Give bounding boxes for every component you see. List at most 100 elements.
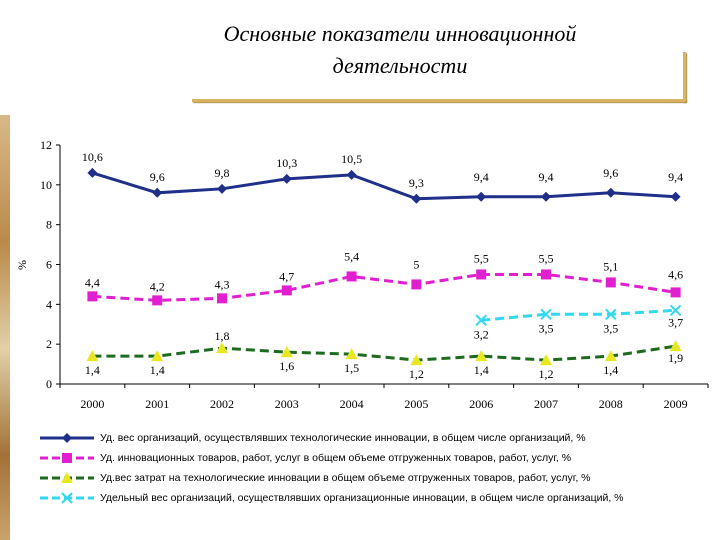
data-label: 9,6 [603,166,618,180]
square-marker [411,279,422,290]
decorative-side-strip [0,115,10,540]
square-marker [670,287,681,298]
square-marker [87,291,98,302]
triangle-marker [61,472,73,483]
data-label: 9,4 [539,170,554,184]
legend-label: Удельный вес организаций, осуществлявших… [100,492,624,504]
data-label: 5,5 [539,251,554,265]
title-underline [192,99,686,102]
square-marker [605,277,616,288]
chart-axes: 0 2 4 6 8 10 12% 2000 2001 2002 2003 2004 2005 2006 20… [15,138,709,411]
y-tick-label: 12 [40,138,52,152]
data-label: 5 [413,257,419,271]
y-axis-label: % [15,260,29,270]
triangle-marker [151,350,164,362]
y-tick-label: 2 [46,337,52,351]
square-marker [62,453,72,463]
triangle-marker [540,354,552,366]
data-label: 10,5 [341,152,362,166]
diamond-marker [152,187,163,198]
x-tick-label: 2009 [664,397,688,411]
x-marker-stroke [475,314,487,326]
data-label: 4,2 [150,279,165,293]
data-label: 5,5 [474,251,489,265]
diamond-marker [411,193,422,204]
data-label: 10,3 [276,156,297,170]
legend-item: Удельный вес организаций, осуществлявших… [38,488,708,508]
diamond-marker [87,167,98,178]
page-title: Основные показатели инновационной деятел… [150,18,650,82]
x-marker-stroke [669,304,682,317]
data-label: 4,4 [85,275,100,289]
legend-item: Уд. инновационных товаров, работ, услуг … [38,448,708,468]
x-tick-label: 2002 [210,397,234,411]
data-label: 10,6 [82,150,103,164]
data-label: 1,4 [85,363,100,377]
legend-label: Уд.вес затрат на технологические инновац… [100,472,591,484]
square-marker [541,269,551,280]
square-marker [217,293,227,304]
data-label: 1,9 [668,351,683,365]
diamond-marker [670,191,681,202]
x-tick-label: 2008 [599,397,623,411]
x-tick-label: 2003 [275,397,299,411]
square-marker [476,269,487,280]
legend-label: Уд. вес организаций, осуществлявших техн… [100,432,586,444]
triangle-marker [86,350,99,362]
y-tick-label: 8 [46,218,52,232]
data-label: 1,2 [409,367,424,381]
data-label: 1,4 [150,363,165,377]
data-label: 3,2 [474,327,489,341]
legend-swatch [40,472,94,483]
data-label: 1,5 [344,361,359,375]
y-tick-label: 0 [46,377,52,391]
triangle-marker [604,350,617,362]
legend-swatch [40,453,94,463]
series-1: 10,6 9,6 9,8 10,3 10,5 9,3 9,4 9,4 9,6 9,4 [82,150,683,204]
x-tick-label: 2004 [340,397,364,411]
x-tick-label: 2007 [534,397,558,411]
line-chart: 0 2 4 6 8 10 12% 2000 2001 2002 2003 2004 2005 2006 20… [15,138,709,411]
series-3: 1,4 1,4 1,8 1,6 1,5 1,2 1,4 1,2 1,4 1,9 [85,329,683,381]
diamond-marker [281,173,292,184]
y-tick-label: 4 [46,297,52,311]
legend-swatch [40,433,94,443]
square-marker [281,285,292,296]
data-label: 3,7 [668,315,683,329]
x-tick-label: 2001 [145,397,169,411]
legend-swatch [40,492,94,504]
y-tick-label: 10 [40,178,52,192]
triangle-marker [345,348,358,360]
data-label: 1,4 [603,363,618,377]
diamond-marker [217,183,227,194]
square-marker [152,295,163,306]
legend-label: Уд. инновационных товаров, работ, услуг … [100,452,572,464]
diamond-marker [346,169,357,180]
title-line-2: деятельности [332,53,468,78]
series-line [92,272,676,302]
data-label: 5,4 [344,249,359,263]
diamond-marker [541,191,551,202]
series-line [91,171,676,201]
x-tick-label: 2006 [469,397,493,411]
data-label: 9,6 [150,170,165,184]
data-label: 9,4 [668,170,683,184]
data-label: 1,4 [474,363,489,377]
data-label: 4,7 [279,269,294,283]
diamond-marker [476,191,487,202]
series-4: 3,2 3,5 3,5 3,7 [474,304,683,341]
series-line [481,308,676,322]
square-marker [346,271,357,282]
triangle-marker [475,350,488,362]
data-label: 5,1 [603,259,618,273]
triangle-marker [669,340,682,352]
data-label: 3,5 [603,321,618,335]
diamond-marker [605,187,616,198]
legend-item: Уд.вес затрат на технологические инновац… [38,468,708,488]
legend-item: Уд. вес организаций, осуществлявших техн… [38,428,708,448]
title-line-1: Основные показатели инновационной [223,21,577,46]
x-tick-label: 2000 [80,397,104,411]
triangle-marker [216,342,228,354]
data-label: 9,8 [215,166,230,180]
x-marker-stroke [605,308,617,320]
